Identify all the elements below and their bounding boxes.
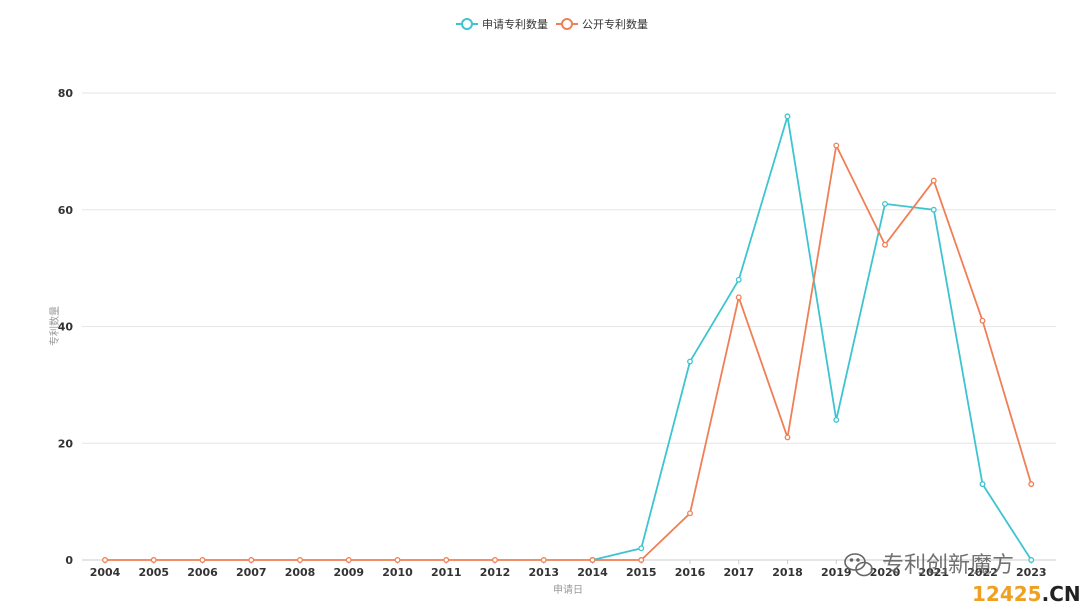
y-axis-ticks: 0 20 40 60 80 [58,87,74,567]
data-point[interactable] [735,276,742,283]
data-point[interactable] [882,200,888,207]
legend-item[interactable]: 申请专利数量 [456,17,548,31]
x-tick-label: 2008 [285,566,316,579]
legend-item[interactable]: 公开专利数量 [556,17,648,31]
legend-label: 公开专利数量 [582,17,648,31]
y-tick-label: 0 [65,554,73,567]
legend-marker [461,18,473,30]
y-tick-label: 60 [58,204,74,217]
data-point[interactable] [1028,481,1035,488]
data-point[interactable] [687,510,693,517]
data-point[interactable] [930,206,937,213]
grid-lines [82,92,1056,561]
x-tick-label: 2017 [723,566,754,579]
data-point[interactable] [979,481,986,488]
x-tick-label: 2011 [431,566,462,579]
x-tick-label: 2018 [772,566,803,579]
series-lines [102,113,1035,563]
data-point[interactable] [102,557,108,563]
legend-label: 申请专利数量 [482,17,548,31]
x-tick-label: 2004 [90,566,121,579]
data-point[interactable] [394,557,401,563]
data-point[interactable] [638,557,645,563]
wechat-icon [844,553,873,577]
watermark-text: 专利创新魔方 [882,553,1014,578]
data-point[interactable] [345,557,352,563]
legend[interactable]: 申请专利数量 公开专利数量 [456,17,648,31]
x-tick-label: 2015 [626,566,657,579]
x-tick-label: 2009 [333,566,364,579]
brand-logo: 12425.CN [972,582,1080,606]
x-tick-label: 2022 [967,566,998,579]
series-line [105,144,1033,561]
series-line [592,115,1033,561]
data-point[interactable] [882,241,888,248]
x-tick-label: 2021 [918,566,949,579]
data-point[interactable] [443,557,450,563]
data-point[interactable] [150,557,157,563]
data-point[interactable] [833,142,840,149]
y-tick-label: 40 [58,321,74,334]
x-tick-label: 2020 [870,566,901,579]
data-point[interactable] [833,416,840,423]
brand-suffix: .CN [1042,582,1080,606]
x-axis-label: 申请日 [553,583,583,596]
y-tick-label: 20 [58,437,74,450]
data-point[interactable] [199,557,206,563]
x-tick-label: 2013 [528,566,559,579]
legend-marker [561,18,573,30]
x-tick-label: 2012 [480,566,511,579]
data-point[interactable] [638,545,645,552]
x-tick-label: 2010 [382,566,413,579]
watermark: 专利创新魔方 [844,553,1014,578]
data-point[interactable] [589,557,596,563]
svg-text:12425.CN: 12425.CN [972,582,1080,606]
x-tick-label: 2006 [187,566,218,579]
brand-number: 12425 [972,582,1042,606]
data-point[interactable] [1028,557,1035,563]
x-tick-label: 2023 [1016,566,1047,579]
x-tick-label: 2014 [577,566,608,579]
data-point[interactable] [735,294,742,301]
data-point[interactable] [784,434,791,441]
x-tick-label: 2019 [821,566,852,579]
data-point[interactable] [687,358,693,365]
data-point[interactable] [248,557,255,563]
y-tick-label: 80 [58,87,74,100]
x-tick-label: 2016 [675,566,706,579]
data-point[interactable] [492,557,498,563]
x-axis: 2004 2005 2006 2007 2008 2009 2010 2011 2012 2013… [90,560,1047,579]
series-1 [589,113,1035,563]
data-point[interactable] [540,557,547,563]
data-point[interactable] [784,113,791,120]
series-2 [102,142,1035,563]
data-point[interactable] [297,557,303,563]
x-tick-label: 2007 [236,566,267,579]
y-axis-label: 专利数量 [48,306,61,346]
data-point[interactable] [930,177,937,184]
data-point[interactable] [979,317,986,324]
x-tick-label: 2005 [138,566,169,579]
